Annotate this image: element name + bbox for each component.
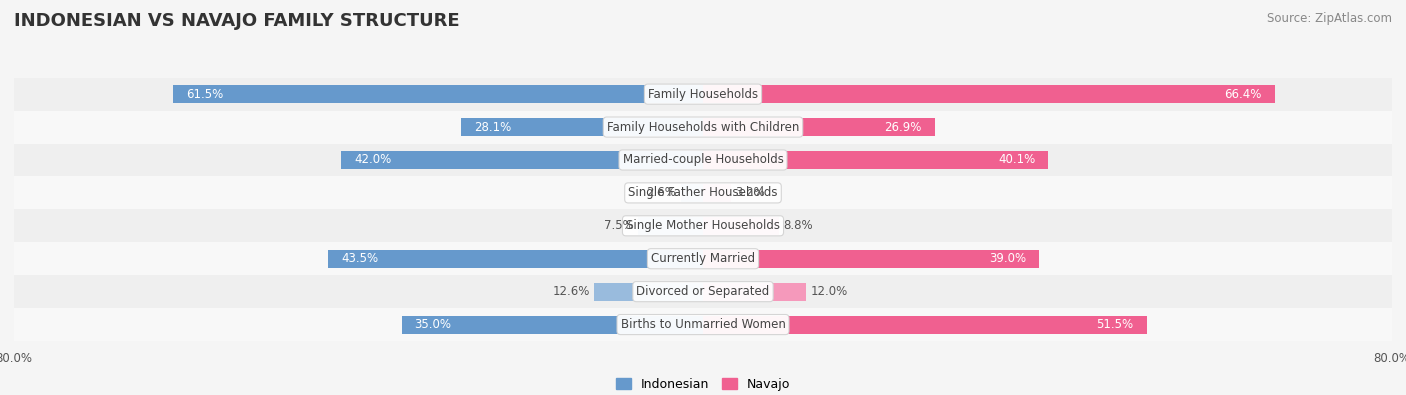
Bar [14,209,1392,242]
Bar [14,242,1392,275]
Text: 2.6%: 2.6% [647,186,676,199]
Text: Births to Unmarried Women: Births to Unmarried Women [620,318,786,331]
Bar [14,177,1392,209]
Bar [329,250,703,268]
Bar [703,282,807,301]
Text: 39.0%: 39.0% [988,252,1026,265]
Text: 12.0%: 12.0% [811,285,848,298]
Bar [638,217,703,235]
Text: 26.9%: 26.9% [884,120,922,134]
Text: 51.5%: 51.5% [1097,318,1133,331]
Text: 35.0%: 35.0% [415,318,451,331]
Legend: Indonesian, Navajo: Indonesian, Navajo [616,378,790,391]
Bar [681,184,703,202]
Bar [703,217,779,235]
Bar [173,85,703,103]
Bar [595,282,703,301]
Bar [703,118,935,136]
Bar [703,151,1049,169]
Text: 8.8%: 8.8% [783,219,813,232]
Text: Single Mother Households: Single Mother Households [626,219,780,232]
Text: Source: ZipAtlas.com: Source: ZipAtlas.com [1267,12,1392,25]
Bar [703,184,731,202]
Text: Married-couple Households: Married-couple Households [623,154,783,166]
Text: 43.5%: 43.5% [342,252,378,265]
Text: 66.4%: 66.4% [1225,88,1263,101]
Text: 12.6%: 12.6% [553,285,591,298]
Bar [14,143,1392,177]
Bar [14,78,1392,111]
Bar [703,316,1146,334]
Text: 42.0%: 42.0% [354,154,391,166]
Text: 3.2%: 3.2% [735,186,765,199]
Text: INDONESIAN VS NAVAJO FAMILY STRUCTURE: INDONESIAN VS NAVAJO FAMILY STRUCTURE [14,12,460,30]
Text: Currently Married: Currently Married [651,252,755,265]
Bar [703,250,1039,268]
Text: Family Households: Family Households [648,88,758,101]
Bar [461,118,703,136]
Bar [14,275,1392,308]
Bar [703,85,1275,103]
Text: Divorced or Separated: Divorced or Separated [637,285,769,298]
Text: Family Households with Children: Family Households with Children [607,120,799,134]
Text: Single Father Households: Single Father Households [628,186,778,199]
Text: 61.5%: 61.5% [186,88,224,101]
Text: 40.1%: 40.1% [998,154,1035,166]
Bar [14,111,1392,143]
Text: 7.5%: 7.5% [605,219,634,232]
Bar [402,316,703,334]
Bar [342,151,703,169]
Text: 28.1%: 28.1% [474,120,512,134]
Bar [14,308,1392,341]
